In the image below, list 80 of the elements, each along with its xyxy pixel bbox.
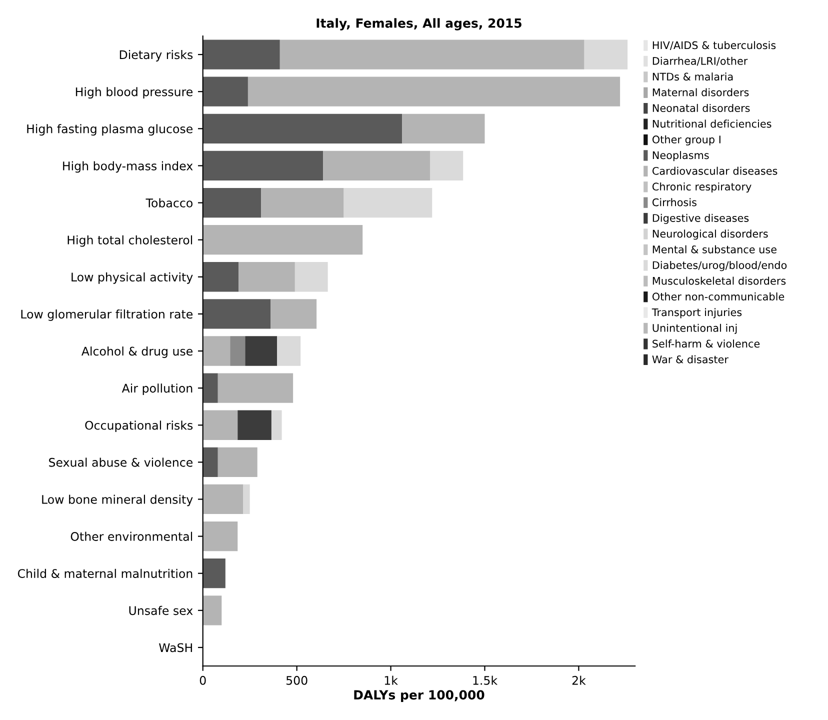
y-tick-label: Dietary risks [120,50,193,62]
legend-label: Musculoskeletal disorders [652,276,786,285]
bar [270,299,317,329]
legend-label: Neurological disorders [652,230,768,240]
legend-label: Self-harm & violence [652,340,760,348]
bar [248,76,620,106]
bar [202,558,226,588]
bar [280,40,584,70]
y-tick-label: Low bone mineral density [42,494,193,506]
bar [202,114,402,144]
legend-label: Unintentional inj [652,324,737,334]
bar [202,521,238,552]
bar [584,40,628,70]
y-tick-label: Low physical activity [72,272,193,284]
legend-label: Neonatal disorders [652,104,750,112]
x-tick-label: 1k [384,676,398,685]
y-tick-label: High blood pressure [76,87,193,99]
bar [202,299,271,329]
bar [238,410,272,440]
y-tick-label: Air pollution [122,384,192,395]
bar [402,114,485,144]
bar [277,336,301,366]
legend-label: Diabetes/urog/blood/endo [652,261,787,272]
legend-label: Chronic respiratory [652,182,752,193]
y-tick-label: Sexual abuse & violence [49,458,193,467]
bar [230,336,246,366]
bar [202,188,262,218]
legend-label: Transport injuries [652,308,742,318]
bar [245,336,278,366]
legend-label: Digestive diseases [652,214,749,224]
legend-label: Other group I [652,135,720,146]
y-tick-label: Other environmental [70,532,192,541]
bar [294,262,328,292]
bar [238,262,295,292]
x-tick-label: 500 [286,676,308,685]
bar [218,373,294,403]
bar [202,447,218,477]
y-tick-label: Tobacco [146,198,192,208]
x-axis-title: DALYs per 100,000 [354,690,484,702]
y-tick-label: High total cholesterol [68,235,192,247]
y-tick-label: Child & maternal malnutrition [18,568,192,578]
bar [271,410,282,440]
y-tick-label: Occupational risks [85,420,193,432]
y-tick-label: WaSH [159,643,192,652]
x-tick-label: 2k [572,676,586,685]
legend-label: Nutritional deficiencies [652,120,772,128]
legend-label: NTDs & malaria [652,72,733,81]
bar [202,150,324,181]
bar [202,373,218,403]
legend-label: Neoplasms [652,151,709,162]
bar [202,262,239,292]
legend-label: Cirrhosis [652,198,696,206]
bar [202,225,363,255]
y-tick-label: High body-mass index [63,161,193,173]
bar [202,76,248,106]
x-tick-label: 1.5k [473,676,498,685]
bar [430,150,464,181]
legend-label: Cardiovascular diseases [652,166,778,175]
bar [261,188,344,218]
x-tick-label: 0 [200,676,206,685]
legend-label: War & disaster [652,355,728,364]
chart-title: Italy, Females, All ages, 2015 [316,18,522,30]
legend-label: Diarrhea/LRI/other [652,56,748,66]
y-tick-label: High fasting plasma glucose [27,124,193,136]
bar [202,484,244,514]
bar [202,596,222,626]
bar [202,336,230,366]
legend-label: Mental & substance use [652,245,776,254]
bar [243,484,250,514]
y-tick-label: Unsafe sex [129,606,193,616]
bar [202,410,238,440]
bar [202,40,280,70]
y-tick-label: Low glomerular filtration rate [21,309,193,321]
bar [323,150,430,181]
y-tick-label: Alcohol & drug use [81,346,193,358]
legend-label: Other non-communicable [652,292,784,300]
bar [344,188,432,218]
legend-label: HIV/AIDS & tuberculosis [652,41,776,50]
bar [218,447,258,477]
legend-label: Maternal disorders [652,88,749,96]
